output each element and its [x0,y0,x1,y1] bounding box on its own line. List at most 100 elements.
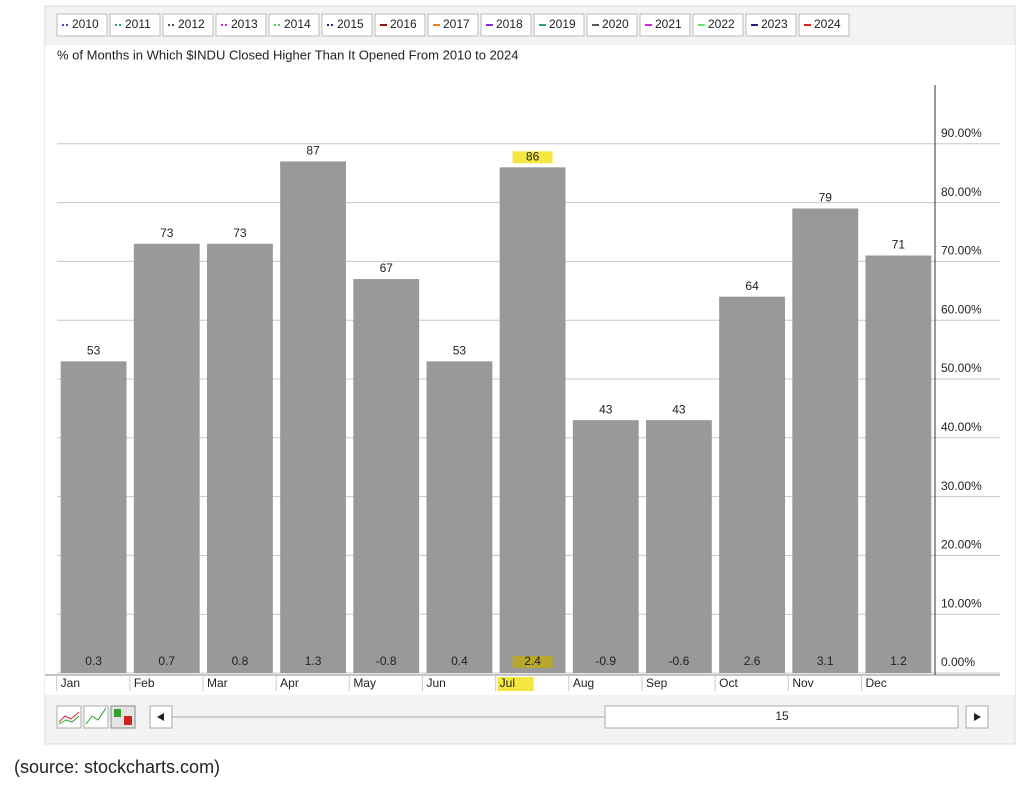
legend-item[interactable]: 2024 [798,13,850,37]
legend-label: 2012 [178,17,205,31]
legend-item[interactable]: 2022 [692,13,744,37]
y-tick-label: 40.00% [941,420,982,434]
legend-box [321,13,373,37]
legend-label: 2010 [72,17,99,31]
legend-box [109,13,161,37]
value-label: 73 [160,226,174,240]
chart-title: % of Months in Which $INDU Closed Higher… [57,47,519,62]
legend-item[interactable]: 2015 [321,13,373,37]
x-tick-label: Oct [719,676,738,690]
legend-item[interactable]: 2012 [162,13,214,37]
legend-box [745,13,797,37]
legend-label: 2023 [761,17,788,31]
bar [572,420,639,673]
return-label: 0.3 [85,654,102,668]
legend-label: 2015 [337,17,364,31]
bar [133,243,200,673]
return-label: -0.8 [376,654,397,668]
icon-glyph [85,707,107,725]
bar [792,208,859,674]
legend-label: 2017 [443,17,470,31]
legend-box [162,13,214,37]
legend-item[interactable]: 2020 [586,13,638,37]
legend-item[interactable]: 2010 [56,13,108,37]
x-tick-label: Feb [134,676,155,690]
icon-glyph [124,716,132,725]
scroll-value: 15 [775,709,789,723]
bar [353,279,420,673]
value-label: 73 [233,226,247,240]
value-label: 53 [453,344,467,358]
value-label: 64 [745,279,759,293]
bar [280,161,347,673]
return-label: -0.6 [669,654,690,668]
return-label: 3.1 [817,654,834,668]
bar [719,296,786,673]
bar [865,255,932,673]
legend-label: 2016 [390,17,417,31]
return-label: 2.4 [524,654,541,668]
bar [60,361,127,673]
legend-item[interactable]: 2016 [374,13,426,37]
icon-glyph [58,711,80,723]
y-tick-label: 50.00% [941,361,982,375]
line-icon[interactable] [56,705,82,729]
legend-item[interactable]: 2013 [215,13,267,37]
return-label: -0.9 [595,654,616,668]
x-tick-label: Mar [207,676,228,690]
value-label: 79 [819,191,833,205]
return-label: 0.4 [451,654,468,668]
legend-item[interactable]: 2014 [268,13,320,37]
value-label: 43 [599,402,613,416]
value-label: 43 [672,402,686,416]
bar [499,167,566,673]
legend-label: 2013 [231,17,258,31]
value-label: 71 [892,238,906,252]
bar [206,243,273,673]
y-tick-label: 20.00% [941,538,982,552]
legend-box [692,13,744,37]
legend-item[interactable]: 2018 [480,13,532,37]
legend-box [798,13,850,37]
scroll-thumb[interactable] [604,705,959,729]
legend-label: 2018 [496,17,523,31]
return-label: 1.2 [890,654,907,668]
return-label: 2.6 [744,654,761,668]
toolbar: 15 [56,705,989,729]
legend-label: 2020 [602,17,629,31]
value-label: 67 [380,261,394,275]
legend-item[interactable]: 2023 [745,13,797,37]
icon-glyph [58,715,80,725]
bar [645,420,712,673]
legend-box [533,13,585,37]
y-tick-label: 10.00% [941,596,982,610]
y-tick-label: 30.00% [941,479,982,493]
legend-box [427,13,479,37]
legend-label: 2011 [125,17,151,31]
x-tick-label: Dec [865,676,886,690]
line-icon[interactable] [83,705,109,729]
legend-item[interactable]: 2011 [109,13,161,37]
legend-box [268,13,320,37]
legend-item[interactable]: 2021 [639,13,691,37]
bar [426,361,493,673]
arrow-icon [157,713,164,721]
x-tick-label: May [353,676,376,690]
x-tick-label: Nov [792,676,813,690]
return-label: 0.7 [158,654,175,668]
icon-glyph [114,709,121,717]
legend-item[interactable]: 2019 [533,13,585,37]
source-caption: (source: stockcharts.com) [14,757,220,777]
y-tick-label: 80.00% [941,185,982,199]
legend-box [56,13,108,37]
x-tick-label: Jan [61,676,80,690]
legend-item[interactable]: 2017 [427,13,479,37]
x-tick-label: Aug [573,676,594,690]
arrow-icon [974,713,981,721]
return-label: 1.3 [305,654,322,668]
y-tick-label: 60.00% [941,302,982,316]
legend-box [215,13,267,37]
legend-label: 2022 [708,17,735,31]
